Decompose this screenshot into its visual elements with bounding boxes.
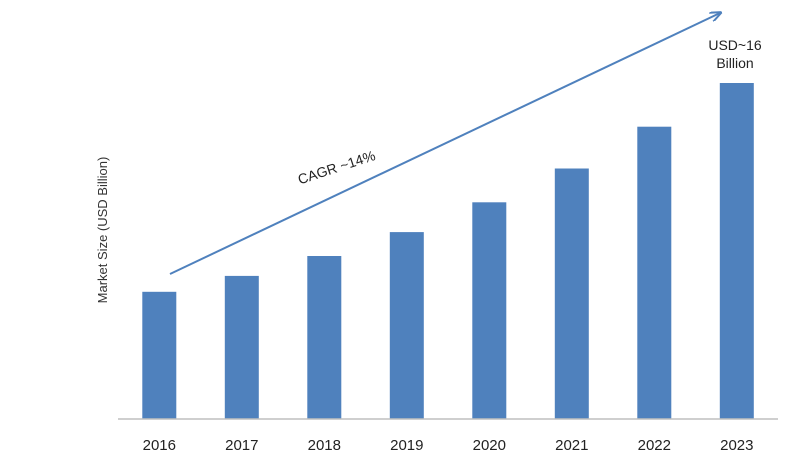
x-tick-label-2023: 2023 <box>720 437 753 454</box>
y-axis-title: Market Size (USD Billion) <box>95 157 110 304</box>
x-tick-labels: 2016 2017 2018 2019 2020 2021 2022 2023 <box>143 437 754 454</box>
cagr-trend-arrow <box>169 13 720 275</box>
bar-2023 <box>719 83 754 419</box>
bar-2021 <box>554 168 589 419</box>
x-tick-label-2021: 2021 <box>555 437 588 454</box>
bar-2018 <box>307 256 342 419</box>
x-tick-label-2020: 2020 <box>473 437 506 454</box>
end-value-annotation-line1: USD~16 <box>708 37 762 53</box>
bar-2016 <box>142 291 177 419</box>
bar-2017 <box>224 275 259 419</box>
bar-2019 <box>389 232 424 419</box>
x-tick-label-2022: 2022 <box>638 437 671 454</box>
x-tick-label-2019: 2019 <box>390 437 423 454</box>
bars-group <box>142 83 754 419</box>
x-tick-label-2017: 2017 <box>225 437 258 454</box>
x-tick-label-2016: 2016 <box>143 437 176 454</box>
end-value-annotation-line2: Billion <box>716 55 753 71</box>
bar-2022 <box>637 126 672 419</box>
x-tick-label-2018: 2018 <box>308 437 341 454</box>
bar-2020 <box>472 202 507 419</box>
